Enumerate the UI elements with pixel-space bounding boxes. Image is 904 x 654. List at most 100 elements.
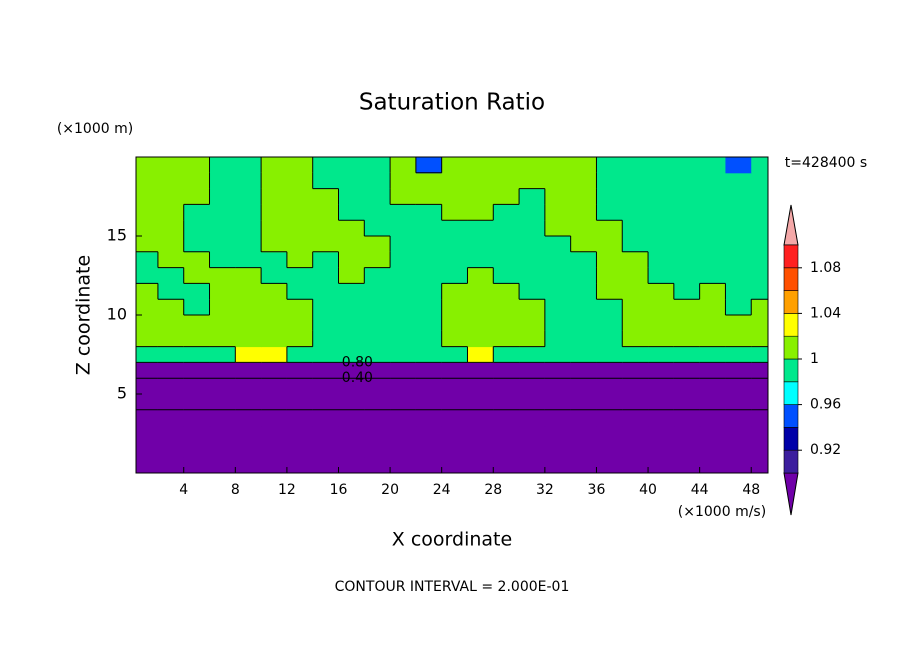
cell (338, 267, 365, 284)
cell (673, 188, 701, 205)
cell (136, 362, 159, 379)
y-axis-title: Z coordinate (73, 255, 95, 375)
cell (725, 394, 752, 411)
cell (751, 394, 768, 411)
cell (261, 441, 288, 458)
cell (622, 204, 649, 221)
cell (596, 283, 623, 300)
cell (751, 315, 768, 332)
cell (673, 362, 701, 379)
cell (519, 409, 546, 427)
colorbar-tick-label: 0.96 (810, 397, 841, 413)
cell (338, 172, 365, 190)
cell (261, 299, 288, 316)
cell (157, 394, 185, 411)
cell (622, 315, 649, 332)
cell (235, 378, 262, 395)
cell (544, 394, 572, 411)
cell (286, 283, 314, 300)
cell (751, 299, 768, 316)
cell (286, 172, 314, 190)
colorbar: 0.92 0.96 1 1.04 1.08 (783, 204, 841, 516)
cell (415, 267, 443, 284)
cell (183, 409, 211, 427)
cell (467, 425, 494, 442)
cell (235, 204, 262, 221)
x-tick-label: 48 (742, 482, 760, 498)
cell (544, 315, 572, 332)
colorbar-segment (783, 358, 799, 383)
cell (338, 299, 365, 316)
colorbar-segment (783, 267, 799, 291)
cell (673, 251, 701, 269)
cell (312, 204, 339, 221)
cell (519, 441, 546, 458)
cell (312, 346, 339, 363)
cell (467, 362, 494, 379)
cell (519, 157, 546, 174)
cell (286, 330, 314, 348)
cell (441, 346, 468, 363)
cell (596, 172, 623, 190)
cell (136, 394, 159, 411)
cell (648, 457, 675, 473)
cell (136, 251, 159, 269)
colorbar-tick-label: 0.92 (810, 442, 841, 458)
cell (157, 267, 185, 284)
cell (136, 425, 159, 442)
cell (467, 299, 494, 316)
cell (493, 220, 520, 237)
cell (544, 267, 572, 284)
cell (648, 362, 675, 379)
cell (544, 236, 572, 253)
cell (699, 267, 726, 284)
cell (596, 425, 623, 442)
cell (725, 172, 752, 190)
time-label: t=428400 s (785, 155, 867, 171)
cell (467, 346, 494, 363)
cell (725, 315, 752, 332)
cell (673, 378, 701, 395)
colorbar-segment (783, 449, 799, 474)
cell (725, 409, 752, 427)
cell (415, 378, 443, 395)
cell (467, 315, 494, 332)
cell (493, 394, 520, 411)
cell (415, 157, 443, 174)
cell (415, 362, 443, 379)
cell (136, 330, 159, 348)
cell (261, 267, 288, 284)
cell (648, 283, 675, 300)
cell (519, 378, 546, 395)
cell (136, 188, 159, 205)
cell (136, 157, 159, 174)
cell (364, 346, 391, 363)
cell (286, 236, 314, 253)
cell (751, 236, 768, 253)
x-tick-label: 24 (433, 482, 451, 498)
x-tick-label: 4 (179, 482, 188, 498)
cell (751, 220, 768, 237)
cell (157, 425, 185, 442)
cell (493, 204, 520, 221)
cell (209, 362, 236, 379)
cell (725, 330, 752, 348)
x-tick-label: 44 (691, 482, 709, 498)
cell (544, 346, 572, 363)
cell (390, 409, 417, 427)
x-tick-label: 20 (381, 482, 399, 498)
cell (136, 346, 159, 363)
cell (364, 236, 391, 253)
cell (441, 220, 468, 237)
cell (364, 362, 391, 379)
cell (157, 299, 185, 316)
cell (570, 330, 597, 348)
cell (235, 251, 262, 269)
cell (622, 378, 649, 395)
colorbar-tick-label: 1.08 (810, 260, 841, 276)
cell (338, 457, 365, 473)
cell (570, 409, 597, 427)
y-tick-label: 15 (107, 226, 127, 245)
cell (183, 236, 211, 253)
cell (209, 409, 236, 427)
